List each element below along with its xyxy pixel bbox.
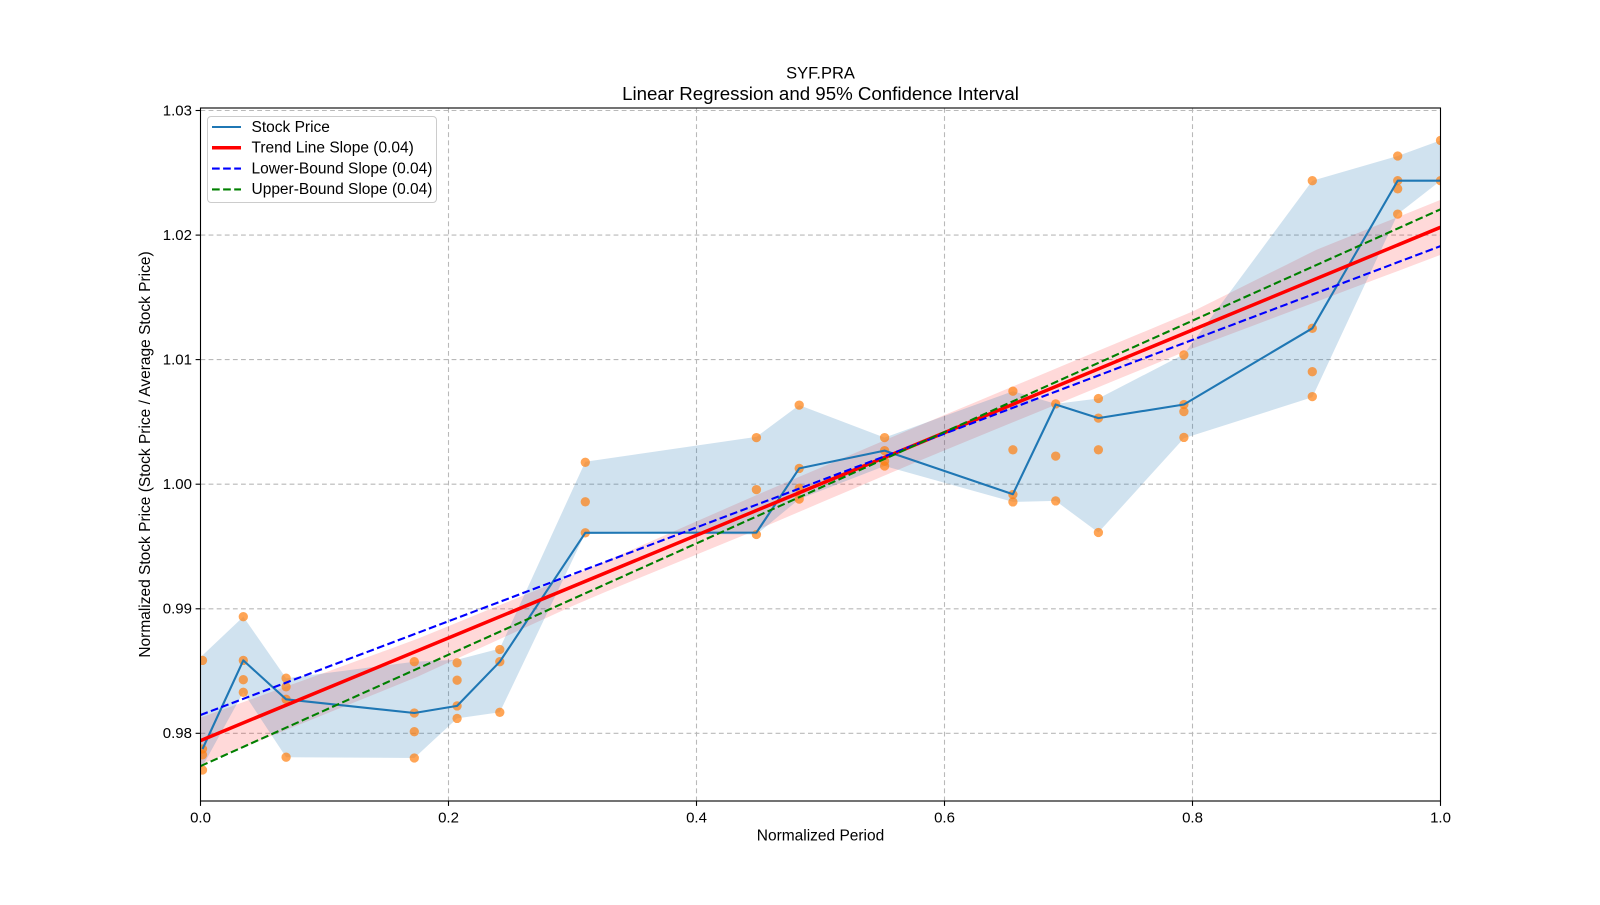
svg-text:0.99: 0.99 bbox=[163, 601, 192, 618]
svg-text:Normalized Stock Price (Stock: Normalized Stock Price (Stock Price / Av… bbox=[137, 251, 154, 657]
svg-text:0.0: 0.0 bbox=[190, 810, 211, 827]
svg-text:Stock Price: Stock Price bbox=[252, 119, 330, 136]
svg-text:Lower-Bound Slope (0.04): Lower-Bound Slope (0.04) bbox=[252, 160, 433, 177]
svg-text:0.4: 0.4 bbox=[686, 810, 707, 827]
svg-text:0.6: 0.6 bbox=[934, 810, 955, 827]
svg-text:1.03: 1.03 bbox=[163, 102, 192, 119]
svg-text:Upper-Bound Slope (0.04): Upper-Bound Slope (0.04) bbox=[252, 181, 433, 198]
svg-text:0.2: 0.2 bbox=[438, 810, 459, 827]
svg-text:Trend Line Slope (0.04): Trend Line Slope (0.04) bbox=[252, 140, 414, 157]
svg-text:1.0: 1.0 bbox=[1430, 810, 1451, 827]
svg-text:Linear Regression and 95% Conf: Linear Regression and 95% Confidence Int… bbox=[622, 83, 1019, 104]
svg-text:1.01: 1.01 bbox=[163, 352, 192, 369]
svg-text:SYF.PRA: SYF.PRA bbox=[786, 65, 855, 83]
svg-text:1.02: 1.02 bbox=[163, 227, 192, 244]
svg-text:Normalized Period: Normalized Period bbox=[757, 828, 885, 845]
svg-text:0.98: 0.98 bbox=[163, 725, 192, 742]
svg-text:1.00: 1.00 bbox=[163, 476, 192, 493]
svg-text:0.8: 0.8 bbox=[1182, 810, 1203, 827]
